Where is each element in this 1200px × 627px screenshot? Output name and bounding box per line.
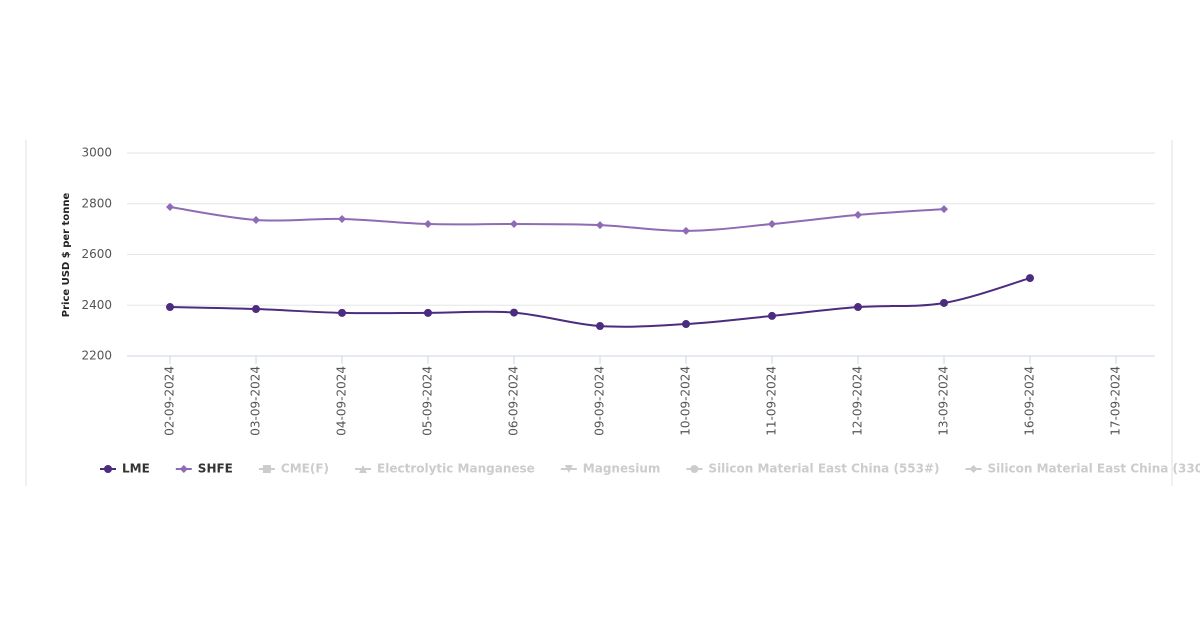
x-tick-label: 17-09-2024 [1109,366,1123,436]
y-tick-label: 2400 [81,298,112,312]
x-tick-label: 12-09-2024 [851,366,865,436]
x-tick-label: 13-09-2024 [937,366,951,436]
legend-label: SHFE [198,462,233,476]
data-point [510,308,518,317]
legend-label: CME(F) [281,462,329,476]
data-point [940,298,948,307]
data-point [596,322,604,331]
legend-label: Silicon Material East China (3303#) [988,462,1200,476]
x-tick-label: 10-09-2024 [679,366,693,436]
legend-label: Electrolytic Manganese [377,462,535,476]
data-point [252,215,260,224]
legend-marker [969,465,978,473]
data-point [1026,274,1034,283]
data-point [768,220,776,229]
y-tick-label: 2200 [81,349,112,363]
data-point [682,226,690,235]
data-point [854,210,862,219]
data-point [166,203,174,212]
x-tick-label: 03-09-2024 [249,366,263,436]
data-point [854,303,862,312]
data-point [424,308,432,317]
data-point [338,308,346,317]
series-line [169,277,1031,328]
data-point [510,220,518,229]
legend-marker [104,465,112,473]
data-point [596,221,604,230]
legend-marker [690,465,699,473]
y-tick-label: 2800 [81,196,112,210]
data-point [252,305,260,314]
x-tick-label: 11-09-2024 [765,366,779,436]
y-tick-label: 3000 [81,146,112,160]
x-tick-label: 09-09-2024 [593,366,607,436]
data-point [338,214,346,223]
legend-marker [262,465,271,473]
legend-label: LME [122,462,150,476]
y-axis-label: Price USD $ per tonne [61,193,72,318]
x-tick-label: 16-09-2024 [1023,366,1037,436]
x-tick-label: 02-09-2024 [163,366,177,436]
series-line [169,206,945,232]
x-tick-label: 04-09-2024 [335,366,349,436]
x-tick-label: 06-09-2024 [507,366,521,436]
data-point [682,320,690,329]
data-point [768,311,776,320]
data-point [166,303,174,312]
data-point [940,205,948,214]
legend-marker [359,465,368,473]
legend-marker [179,465,188,473]
legend-marker [564,465,573,473]
data-point [424,220,432,229]
legend-label: Silicon Material East China (553#) [708,462,939,476]
legend-label: Magnesium [583,462,661,476]
x-tick-label: 05-09-2024 [421,366,435,436]
y-tick-label: 2600 [81,247,112,261]
